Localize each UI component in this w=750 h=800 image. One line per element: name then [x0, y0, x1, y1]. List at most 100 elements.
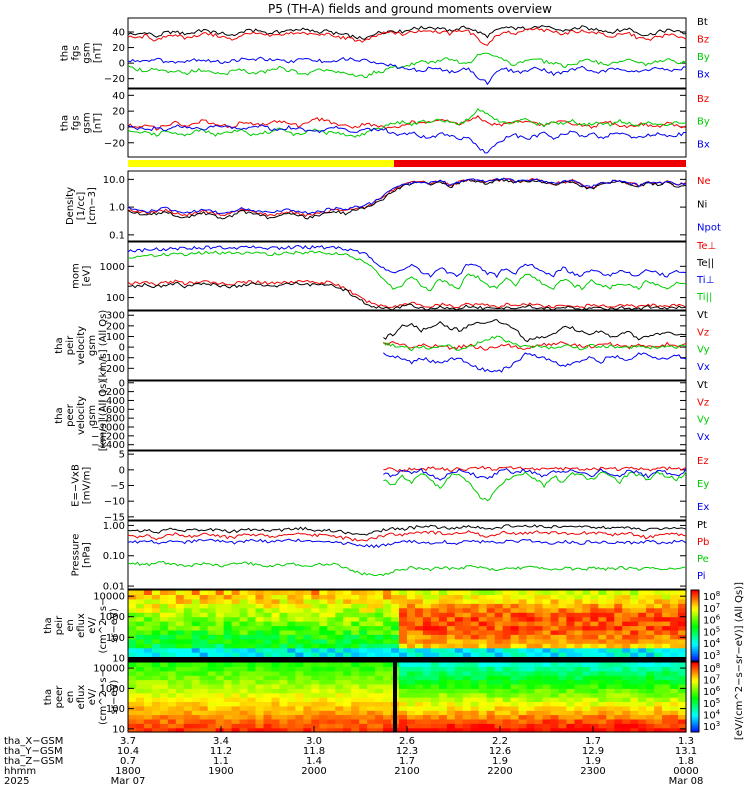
spectrogram-cell: [454, 638, 464, 644]
spectrogram-cell: [422, 705, 432, 711]
spectrogram-cell: [399, 697, 408, 702]
spectrogram-cell: [678, 666, 687, 672]
ephemeris-value: 0000: [673, 766, 698, 777]
spectrogram-cell: [574, 718, 583, 724]
spectrogram-cell: [319, 714, 328, 720]
spectrogram-cell: [526, 662, 536, 667]
spectrogram-cell: [279, 612, 289, 618]
spectrogram-cell: [367, 607, 376, 613]
spectrogram-cell: [383, 616, 392, 622]
spectrogram-cell: [191, 647, 201, 653]
spectrogram-cell: [383, 701, 392, 707]
spectrogram-cell: [494, 705, 504, 711]
spectrogram-cell: [295, 675, 304, 681]
spectrogram-cell: [223, 666, 233, 672]
colorbar-segment: [691, 678, 699, 682]
spectrogram-cell: [646, 727, 655, 733]
spectrogram-cell: [311, 679, 320, 685]
spectrogram-cell: [590, 621, 599, 627]
spectrogram-cell: [590, 616, 599, 622]
spectrogram-cell: [678, 683, 687, 689]
spectrogram-cell: [654, 607, 663, 613]
spectrogram-cell: [407, 643, 416, 649]
spectrogram-cell: [183, 634, 193, 640]
spectrogram-cell: [558, 612, 568, 618]
spectrogram-cell: [678, 629, 687, 635]
spectrogram-cell: [446, 643, 456, 649]
spectrogram-cell: [534, 701, 544, 707]
spectrogram-cell: [462, 634, 472, 640]
spectrogram-cell: [367, 621, 376, 627]
spectrogram-cell: [598, 670, 607, 676]
spectrogram-cell: [550, 688, 560, 694]
spectrogram-cell: [136, 705, 145, 711]
spectrogram-cell: [343, 616, 352, 622]
spectrogram-cell: [454, 701, 464, 707]
colorbar-segment: [691, 639, 699, 643]
spectrogram-cell: [263, 727, 273, 733]
spectrogram-cell: [255, 692, 265, 698]
spectrogram-cell: [231, 666, 241, 672]
spectrogram-cell: [247, 714, 257, 720]
spectrogram-cell: [558, 662, 568, 667]
y-tick-label: 5: [119, 450, 125, 461]
spectrogram-cell: [454, 688, 464, 694]
spectrogram-cell: [638, 670, 647, 676]
spectrogram-cell: [175, 598, 185, 604]
spectrogram-cell: [255, 625, 265, 631]
spectrogram-cell: [526, 683, 536, 689]
spectrogram-cell: [630, 705, 639, 711]
spectrogram-cell: [128, 603, 137, 609]
spectrogram-cell: [622, 683, 631, 689]
spectrogram-cell: [638, 710, 647, 716]
spectrogram-cell: [175, 662, 185, 667]
spectrogram-cell: [215, 594, 225, 600]
spectrogram-cell: [550, 714, 560, 720]
colorbar-segment: [691, 704, 699, 707]
spectrogram-cell: [470, 662, 480, 667]
spectrogram-cell: [422, 638, 432, 644]
spectrogram-cell: [454, 634, 464, 640]
spectrogram-cell: [582, 652, 591, 658]
spectrogram-cell: [638, 662, 647, 667]
spectrogram-cell: [422, 603, 432, 609]
spectrogram-cell: [646, 679, 655, 685]
spectrogram-cell: [303, 714, 312, 720]
spectrogram-cell: [630, 647, 639, 653]
ephemeris-value: 1900: [208, 766, 233, 777]
spectrogram-cell: [359, 705, 368, 711]
spectrogram-cell: [654, 634, 663, 640]
spectrogram-cell: [167, 643, 177, 649]
colorbar-segment: [691, 653, 699, 657]
spectrogram-cell: [486, 607, 496, 613]
spectrogram-cell: [239, 688, 249, 694]
spectrogram-cell: [502, 603, 512, 609]
spectrogram-cell: [598, 727, 607, 733]
spectrogram-cell: [255, 621, 265, 627]
spectrogram-cell: [191, 634, 201, 640]
series-line-Ex: [383, 467, 687, 481]
spectrogram-cell: [470, 634, 480, 640]
spectrogram-cell: [231, 705, 241, 711]
spectrogram-cell: [534, 647, 544, 653]
spectrogram-cell: [622, 697, 631, 702]
spectrogram-cell: [239, 718, 249, 724]
spectrogram-cell: [247, 675, 257, 681]
spectrogram-cell: [462, 621, 472, 627]
spectrogram-cell: [574, 666, 583, 672]
spectrogram-cell: [566, 727, 575, 733]
spectrogram-cell: [359, 662, 368, 667]
spectrogram-cell: [383, 594, 392, 600]
spectrogram-cell: [678, 692, 687, 698]
spectrogram-cell: [638, 625, 647, 631]
spectrogram-cell: [255, 675, 265, 681]
spectrogram-cell: [470, 710, 480, 716]
spectrogram-cell: [502, 697, 512, 702]
legend-entry: Te||: [696, 258, 714, 269]
spectrogram-cell: [542, 594, 552, 600]
y-tick-label: 10000: [93, 592, 125, 603]
spectrogram-cell: [247, 643, 257, 649]
spectrogram-cell: [175, 621, 185, 627]
colorbar-segment: [691, 671, 699, 675]
spectrogram-cell: [670, 675, 679, 681]
